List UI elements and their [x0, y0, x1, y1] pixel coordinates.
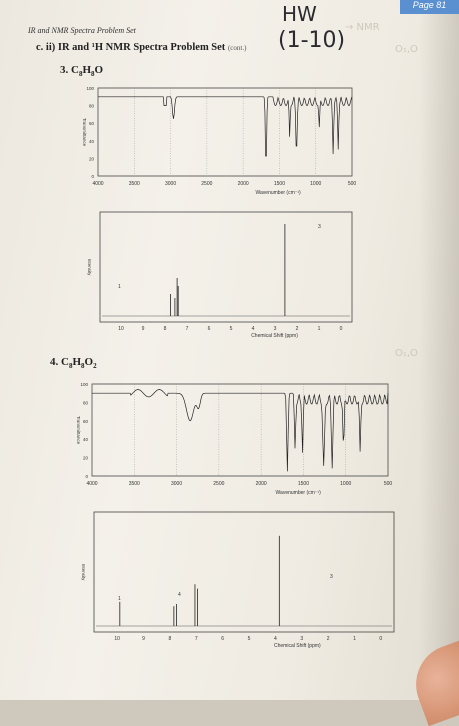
section-heading-text: c. ii) IR and ¹H NMR Spectra Problem Set: [36, 42, 226, 53]
ir-1-xtick-label: 1500: [298, 481, 309, 487]
page-shadow: [419, 0, 459, 700]
section-heading-cont: (cont.): [227, 44, 247, 52]
nmr-1-xlabel: Chemical Shift (ppm): [274, 643, 321, 649]
ir-0-ytick-label: 100: [86, 86, 94, 91]
ir-1-frame: [91, 383, 389, 477]
nmr-1-xtick-label: 2: [327, 636, 330, 642]
problem-4-formula: C8H8O2: [61, 356, 97, 371]
nmr-0-ylabel: Intensity: [87, 259, 92, 277]
nmr-0-xtick-label: 10: [118, 326, 124, 332]
nmr-1-xtick-label: 0: [379, 636, 382, 642]
ir-1-ytick-label: 80: [83, 400, 89, 405]
nmr-0-xtick-label: 2: [296, 326, 299, 332]
nmr-0-xtick-label: 4: [252, 326, 255, 332]
ir-0-ytick-label: 0: [91, 174, 94, 179]
ir-1-ytick-label: 60: [83, 419, 89, 424]
nmr-0-xtick-label: 6: [208, 326, 211, 332]
ir-0-xtick-label: 1500: [274, 181, 285, 187]
ir-1-xtick-label: 1000: [340, 481, 351, 487]
nmr-1-integration-label-1: 4: [178, 592, 181, 598]
set-title: IR and NMR Spectra Problem Set: [28, 26, 136, 35]
ir-1-ytick-label: 20: [83, 456, 89, 461]
problem-3-number: 3.: [60, 64, 69, 76]
ir-0-xtick-label: 4000: [92, 181, 103, 187]
ir-0-frame: [97, 87, 353, 177]
ir-0-xtick-label: 3000: [165, 181, 176, 187]
ir-0-xtick-label: 1000: [310, 181, 321, 187]
ir-0-ytick-label: 80: [89, 104, 95, 109]
bleed-through-text-2: O₁,O: [395, 44, 418, 55]
nmr-0-integration-label-1: 3: [318, 224, 321, 230]
nmr-1-xtick-label: 8: [169, 636, 172, 642]
problem-3-formula: C8H8O: [71, 64, 104, 79]
ir-0-xtick-label: 3500: [129, 181, 140, 187]
ir-0-xtick-label: 2500: [201, 181, 212, 187]
problem-4-number: 4.: [50, 356, 59, 368]
nmr-1-xtick-label: 4: [274, 636, 277, 642]
ir-0-xtick-label: 2000: [238, 181, 249, 187]
nmr-1-integration-label-2: 3: [330, 574, 333, 580]
bleed-through-text-3: O₁,O: [395, 348, 418, 359]
nmr-1-xtick-label: 9: [142, 636, 145, 642]
ir-0-ytick-label: 40: [89, 139, 95, 144]
bleed-through-text-1: → NMR: [345, 22, 380, 33]
ir-1-xlabel: Wavenumber (cm⁻¹): [276, 490, 322, 496]
nmr-0-xtick-label: 7: [186, 326, 189, 332]
ir-1-xtick-label: 2500: [213, 481, 224, 487]
handwritten-hw: HW: [282, 2, 317, 26]
nmr-0-xtick-label: 1: [318, 326, 321, 332]
nmr-0-xtick-label: 3: [274, 326, 277, 332]
nmr-0-xtick-label: 8: [164, 326, 167, 332]
nmr-1-xtick-label: 5: [248, 636, 251, 642]
ir-1-xtick-label: 2000: [256, 481, 267, 487]
nmr-0-xtick-label: 9: [142, 326, 145, 332]
nmr-0-integration-label-0: 1: [118, 284, 121, 290]
handwritten-range: (1-10): [278, 28, 346, 53]
nmr-1-frame: [93, 511, 395, 633]
nmr-1-xtick-label: 6: [221, 636, 224, 642]
ir-1-xtick-label: 3000: [171, 481, 182, 487]
ir-0-ytick-label: 60: [89, 121, 95, 126]
ir-1-xtick-label: 3500: [129, 481, 140, 487]
ir-1-xtick-label: 500: [384, 481, 393, 487]
ir-1-ytick-label: 0: [85, 474, 88, 479]
nmr-1-xtick-label: 3: [300, 636, 303, 642]
ir-1-ylabel: Transmittance: [76, 416, 81, 445]
section-heading: c. ii) IR and ¹H NMR Spectra Problem Set…: [36, 42, 246, 53]
worksheet-page: [0, 0, 459, 700]
nmr-1-xtick-label: 7: [195, 636, 198, 642]
ir-1-xtick-label: 4000: [86, 481, 97, 487]
nmr-0-xtick-label: 0: [340, 326, 343, 332]
ir-0-ylabel: Transmittance: [82, 118, 87, 147]
nmr-1-xtick-label: 1: [353, 636, 356, 642]
nmr-1-ylabel: Intensity: [81, 564, 86, 582]
nmr-1-xtick-label: 10: [114, 636, 120, 642]
ir-0-xtick-label: 500: [348, 181, 357, 187]
nmr-0-frame: [99, 211, 353, 323]
nmr-0-xtick-label: 5: [230, 326, 233, 332]
nmr-1-integration-label-0: 1: [118, 596, 121, 602]
ir-1-ytick-label: 100: [80, 382, 88, 387]
problem-4-label: 4. C8H8O2: [50, 356, 97, 370]
ir-0-ytick-label: 20: [89, 156, 95, 161]
ir-1-spectrum-line: [92, 389, 389, 472]
problem-3-label: 3. C8H8O: [60, 64, 103, 78]
ir-0-xlabel: Wavenumber (cm⁻¹): [255, 190, 301, 196]
ir-0-spectrum-line: [98, 96, 353, 157]
spectra-figures: 4000 3500 3000 2500 2000 1500 1000 500100806040…: [76, 86, 395, 649]
page-number-tag: Page 81: [400, 0, 459, 14]
nmr-0-xlabel: Chemical Shift (ppm): [251, 333, 298, 339]
ir-1-ytick-label: 40: [83, 437, 89, 442]
